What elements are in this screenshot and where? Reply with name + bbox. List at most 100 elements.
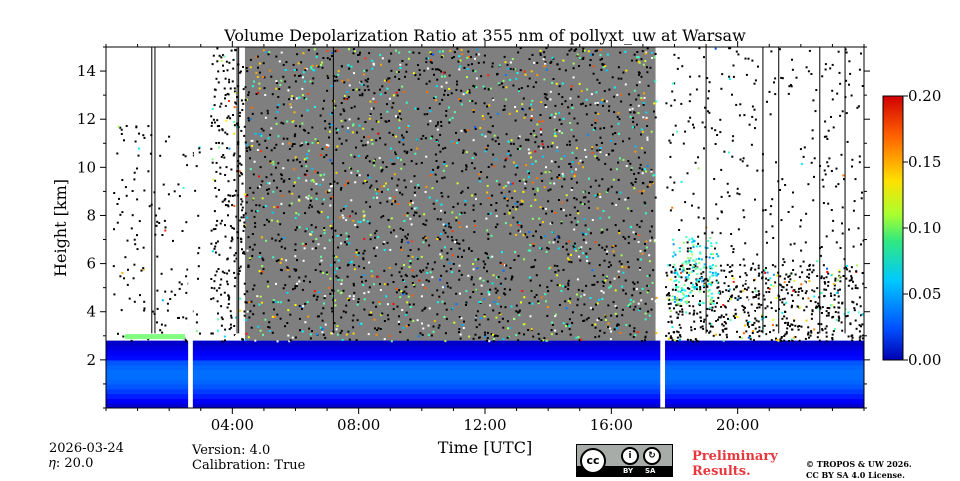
noise-pixel (676, 336, 679, 339)
noise-pixel (275, 282, 277, 285)
noise-pixel (695, 282, 698, 285)
noise-pixel (472, 69, 475, 72)
noise-pixel (507, 67, 510, 70)
noise-pixel (539, 206, 542, 209)
dust-layer-pixel (710, 301, 713, 304)
noise-pixel (427, 280, 430, 283)
noise-pixel (408, 202, 411, 204)
noise-pixel (512, 68, 515, 71)
noise-pixel (293, 111, 296, 114)
noise-pixel (699, 311, 702, 314)
noise-pixel (262, 312, 265, 315)
noise-pixel (498, 83, 501, 86)
noise-pixel (535, 135, 538, 138)
noise-pixel (518, 88, 521, 91)
noise-pixel (644, 52, 647, 55)
noise-pixel (496, 335, 499, 337)
noise-pixel (311, 330, 313, 333)
noise-pixel (328, 126, 331, 129)
noise-pixel (632, 231, 635, 234)
noise-pixel (732, 315, 735, 318)
noise-pixel (224, 204, 227, 207)
noise-pixel (613, 111, 616, 114)
y-tick-label: 10 (77, 158, 96, 176)
noise-pixel (600, 68, 603, 71)
noise-pixel (220, 293, 223, 296)
noise-pixel (439, 150, 442, 153)
dust-layer-pixel (678, 303, 681, 306)
noise-pixel (861, 315, 864, 318)
noise-pixel (445, 114, 448, 117)
noise-pixel (276, 111, 279, 113)
noise-pixel (226, 92, 229, 95)
noise-pixel (356, 170, 359, 173)
noise-pixel (227, 214, 229, 217)
noise-pixel (139, 294, 141, 297)
noise-pixel (725, 327, 728, 330)
noise-pixel (582, 191, 585, 193)
noise-pixel (396, 184, 399, 187)
noise-pixel (441, 195, 444, 198)
noise-pixel (400, 248, 403, 251)
noise-pixel (310, 67, 313, 70)
noise-pixel (575, 48, 578, 51)
noise-pixel (549, 98, 552, 101)
noise-pixel (231, 204, 234, 207)
noise-pixel (506, 197, 509, 200)
noise-pixel (335, 127, 338, 130)
noise-pixel (265, 146, 268, 149)
noise-pixel (429, 59, 432, 62)
noise-pixel (501, 317, 504, 320)
dust-layer-pixel (703, 263, 706, 266)
noise-pixel (607, 153, 610, 156)
noise-pixel (166, 309, 169, 312)
dust-layer-pixel (702, 302, 705, 305)
dust-layer-pixel (688, 238, 691, 241)
noise-pixel (610, 314, 613, 317)
noise-pixel (570, 165, 573, 168)
noise-pixel (689, 339, 692, 341)
noise-pixel (653, 110, 655, 113)
noise-pixel (282, 75, 285, 78)
noise-pixel (487, 213, 490, 215)
noise-pixel (650, 308, 653, 311)
noise-pixel (692, 192, 695, 195)
noise-pixel (484, 334, 487, 337)
noise-pixel (577, 212, 580, 215)
noise-pixel (622, 71, 625, 74)
noise-pixel (211, 121, 213, 124)
noise-pixel (651, 209, 654, 212)
noise-pixel (635, 59, 638, 62)
dust-layer-pixel (687, 260, 689, 263)
noise-pixel (570, 188, 573, 191)
dust-layer-pixel (684, 270, 687, 273)
noise-pixel (720, 305, 723, 308)
noise-pixel (158, 222, 161, 224)
noise-pixel (352, 284, 355, 287)
noise-pixel (598, 149, 601, 152)
noise-pixel (601, 63, 604, 66)
noise-pixel (604, 162, 607, 165)
noise-pixel (383, 269, 386, 272)
noise-pixel (530, 266, 533, 269)
noise-pixel (850, 279, 853, 281)
noise-pixel (775, 161, 777, 164)
noise-pixel (174, 293, 177, 296)
noise-pixel (496, 276, 499, 279)
dust-layer-pixel (709, 236, 712, 239)
noise-pixel (411, 294, 414, 297)
noise-pixel (862, 239, 864, 242)
noise-pixel (854, 284, 857, 287)
noise-pixel (371, 275, 374, 278)
noise-pixel (509, 232, 512, 235)
noise-pixel (456, 47, 459, 50)
noise-pixel (427, 333, 430, 336)
noise-pixel (640, 192, 643, 195)
noise-pixel (540, 247, 543, 250)
noise-pixel (596, 302, 599, 305)
noise-pixel (405, 275, 408, 277)
noise-pixel (328, 189, 331, 192)
noise-pixel (498, 312, 501, 315)
noise-pixel (521, 108, 524, 110)
noise-pixel (286, 266, 289, 269)
